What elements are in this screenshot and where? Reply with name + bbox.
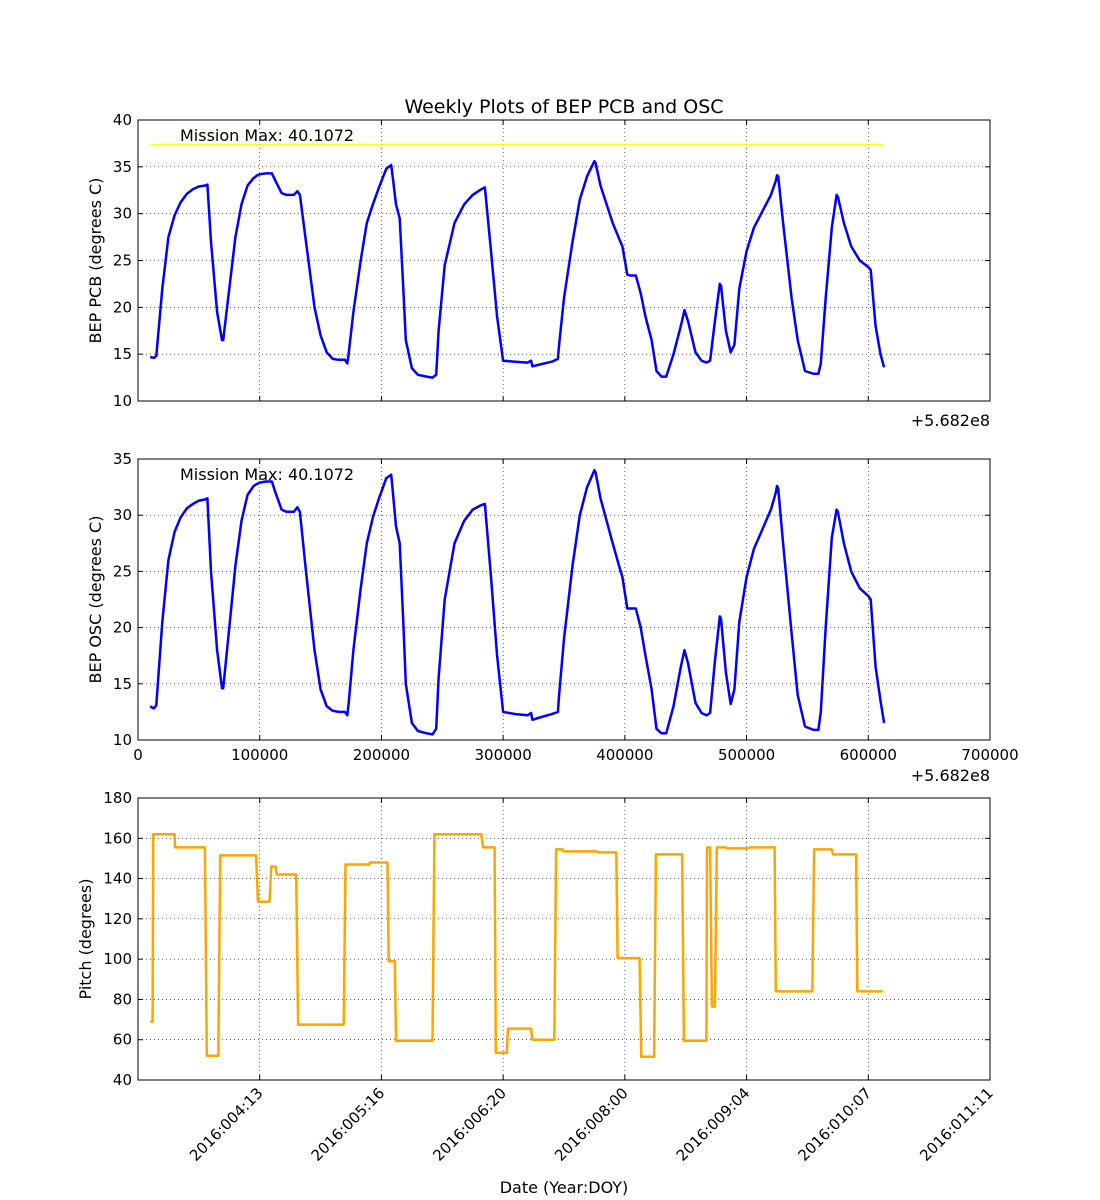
x-tick-label: 600000 [840, 746, 897, 764]
chart-title: Weekly Plots of BEP PCB and OSC [404, 96, 723, 118]
y-tick-label: 30 [113, 205, 132, 223]
mission-max-annotation: Mission Max: 40.1072 [180, 126, 354, 145]
axes-frame [137, 797, 991, 1081]
y-tick-label: 25 [113, 562, 132, 580]
y-axis-label: Pitch (degrees) [76, 879, 95, 1000]
x-tick-label: 200000 [353, 746, 410, 764]
x-tick-label: 2016:009:04 [673, 1084, 754, 1165]
y-tick-label: 40 [113, 1071, 132, 1089]
x-tick-label: 100000 [231, 746, 288, 764]
y-tick-label: 140 [103, 870, 132, 888]
axes-frame [137, 458, 991, 741]
y-axis-label: BEP OSC (degrees C) [86, 516, 105, 684]
x-tick-label: 500000 [718, 746, 775, 764]
x-tick-label: 2016:008:00 [551, 1084, 632, 1165]
x-tick-label: 2016:010:07 [795, 1084, 876, 1165]
x-offset-label: +5.682e8 [911, 411, 990, 430]
series-line [149, 468, 886, 736]
y-tick-label: 35 [113, 450, 132, 468]
y-tick-label: 15 [113, 675, 132, 693]
y-tick-label: 35 [113, 158, 132, 176]
x-tick-label: 2016:006:20 [429, 1084, 510, 1165]
panel-bep-osc: 10 15 20 25 30 35 0 100000 200000 300000 400000 500… [86, 450, 1019, 785]
y-tick-label: 120 [103, 910, 132, 928]
x-tick-label: 700000 [961, 746, 1018, 764]
y-tick-label: 100 [103, 950, 132, 968]
y-tick-label: 20 [113, 619, 132, 637]
y-axis-label: BEP PCB (degrees C) [86, 178, 105, 344]
y-tick-label: 160 [103, 829, 132, 847]
panel-pitch: 40 60 80 100 120 140 160 180 2016:004:13 2016:005… [76, 789, 997, 1197]
x-tick-label: 2016:011:11 [916, 1084, 997, 1165]
x-tick-label: 400000 [596, 746, 653, 764]
y-tick-label: 10 [113, 392, 132, 410]
x-offset-label: +5.682e8 [911, 766, 990, 785]
y-tick-label: 15 [113, 345, 132, 363]
y-tick-label: 80 [113, 990, 132, 1008]
series-line [149, 159, 886, 379]
x-tick-label: 2016:004:13 [186, 1084, 267, 1165]
series-line [150, 833, 883, 1059]
y-tick-label: 180 [103, 789, 132, 807]
y-tick-label: 60 [113, 1031, 132, 1049]
x-tick-label: 2016:005:16 [308, 1084, 389, 1165]
x-tick-label: 300000 [475, 746, 532, 764]
mission-max-annotation: Mission Max: 40.1072 [180, 465, 354, 484]
panel-bep-pcb: 10 15 20 25 30 35 40 +5.682e8 Mission Max: 40.10… [86, 111, 991, 430]
y-tick-label: 25 [113, 252, 132, 270]
y-tick-label: 20 [113, 298, 132, 316]
x-axis-label: Date (Year:DOY) [500, 1178, 629, 1197]
y-tick-label: 30 [113, 506, 132, 524]
y-tick-label: 10 [113, 731, 132, 749]
y-tick-label: 40 [113, 111, 132, 129]
x-tick-label: 0 [133, 746, 143, 764]
